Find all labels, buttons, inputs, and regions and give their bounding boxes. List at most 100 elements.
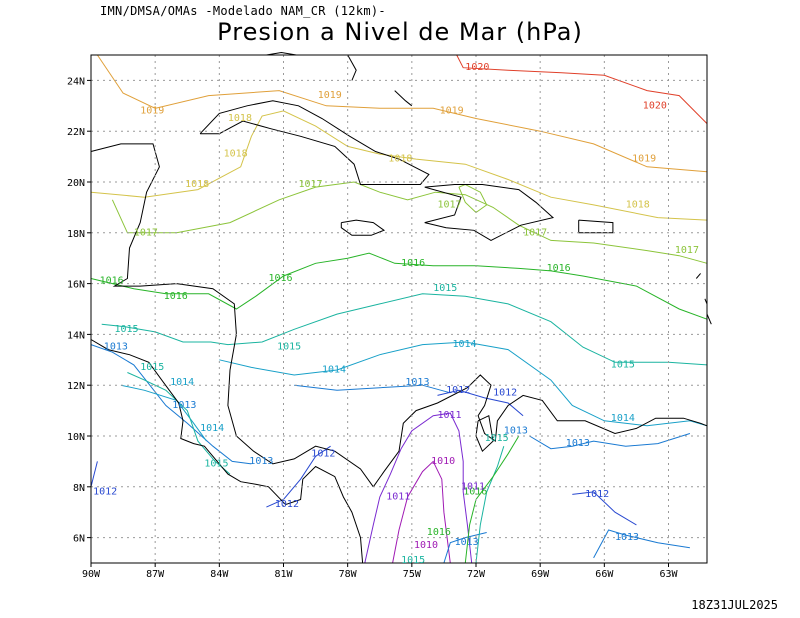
- lon-tick-label: 75W: [403, 569, 422, 580]
- isobar-1014: [120, 384, 207, 442]
- lat-tick-label: 18N: [67, 229, 85, 240]
- isobar-1014: [219, 341, 708, 427]
- contour-label: 1013: [172, 400, 196, 411]
- contour-label: 1019: [632, 154, 656, 165]
- isobar-1020: [456, 54, 708, 124]
- contour-label: 1020: [465, 62, 489, 73]
- contour-label: 1017: [134, 227, 158, 238]
- contour-label: 1013: [405, 377, 429, 388]
- coastline-segment: [394, 90, 413, 107]
- contour-label: 1013: [504, 426, 528, 437]
- coastline-segment: [90, 339, 364, 564]
- contour-label: 1013: [566, 438, 590, 449]
- contour-label: 1018: [185, 179, 209, 190]
- isobar-1012: [572, 491, 637, 526]
- contour-label: 1016: [269, 273, 293, 284]
- isobar-1013: [529, 433, 691, 450]
- contour-label: 1019: [140, 105, 164, 116]
- isobar-1015: [475, 446, 505, 564]
- contour-label: 1016: [463, 486, 487, 497]
- isobar-1013: [593, 529, 690, 559]
- isobar-1010: [392, 460, 451, 564]
- contour-label: 1012: [311, 448, 335, 459]
- lat-tick-label: 10N: [67, 432, 85, 443]
- coastline-segment: [347, 54, 357, 81]
- contour-label: 1017: [675, 245, 699, 256]
- lon-tick-label: 66W: [595, 569, 614, 580]
- isobar-1012: [437, 389, 524, 417]
- lon-tick-label: 69W: [531, 569, 550, 580]
- lon-tick-label: 87W: [146, 569, 165, 580]
- contour-label: 1015: [204, 459, 228, 470]
- contour-label: 1015: [115, 324, 139, 335]
- contour-label: 1012: [275, 499, 299, 510]
- contour-label: 1019: [318, 90, 342, 101]
- isobar-lines: [90, 54, 708, 564]
- lon-tick-label: 84W: [210, 569, 229, 580]
- lat-tick-label: 22N: [67, 127, 85, 138]
- axis-ticks: 90W 87W 84W 81W 78W 75W 72W 69W 66W 63W 24N 22N 20N 1…: [67, 76, 679, 580]
- isobar-1015: [127, 372, 231, 475]
- coastline-segment: [706, 313, 712, 325]
- lat-tick-label: 16N: [67, 280, 85, 291]
- contour-label: 1015: [277, 342, 301, 353]
- contour-label: 1015: [140, 362, 164, 373]
- lon-tick-label: 72W: [467, 569, 486, 580]
- contour-label: 1015: [433, 283, 457, 294]
- contour-label: 1010: [414, 540, 438, 551]
- isobar-1013: [294, 384, 451, 394]
- lon-tick-label: 81W: [274, 569, 293, 580]
- contour-label: 1010: [431, 456, 455, 467]
- coastline-segment: [340, 219, 386, 236]
- contour-label: 1013: [615, 532, 639, 543]
- contour-label: 1012: [585, 489, 609, 500]
- isobar-1011: [364, 412, 473, 564]
- isobar-1016: [464, 435, 520, 564]
- isobar-1012: [90, 461, 98, 487]
- isobar-1013: [90, 344, 252, 465]
- lon-tick-label: 63W: [659, 569, 678, 580]
- contour-label: 1011: [438, 410, 462, 421]
- contour-label: 1015: [611, 359, 635, 370]
- contour-label: 1014: [611, 413, 635, 424]
- coastline-segment: [266, 51, 297, 56]
- isobar-1015: [101, 293, 708, 366]
- contour-label: 1014: [170, 377, 194, 388]
- coastline-segment: [90, 143, 374, 488]
- isobar-1019: [96, 54, 708, 173]
- coastline-segment: [695, 273, 701, 279]
- model-source-line: IMN/DMSA/OMAs -Modelado NAM_CR (12km)-: [100, 4, 386, 18]
- lat-tick-label: 14N: [67, 330, 85, 341]
- coastline-segment: [199, 100, 430, 185]
- contour-label: 1017: [438, 199, 462, 210]
- contour-label: 1016: [164, 291, 188, 302]
- contour-label: 1018: [228, 113, 252, 124]
- lat-tick-label: 12N: [67, 381, 85, 392]
- contour-label: 1013: [455, 537, 479, 548]
- lon-tick-label: 90W: [82, 569, 101, 580]
- isobar-1017: [111, 181, 708, 264]
- contour-label: 1020: [643, 100, 667, 111]
- contour-label: 1016: [401, 258, 425, 269]
- isobar-1012: [266, 445, 331, 508]
- contour-label: 1015: [401, 555, 425, 566]
- contour-label: 1019: [440, 105, 464, 116]
- contour-label: 1013: [104, 342, 128, 353]
- contour-label: 1013: [249, 456, 273, 467]
- contour-label: 1012: [93, 486, 117, 497]
- lat-tick-label: 6N: [73, 534, 85, 545]
- contour-label: 1011: [386, 492, 410, 503]
- coastline-segment: [372, 374, 708, 488]
- coastline-segment: [578, 219, 614, 234]
- contour-label: 1016: [100, 276, 124, 287]
- coastlines: [90, 51, 712, 564]
- contour-label: 1017: [523, 227, 547, 238]
- contour-label: 1016: [427, 527, 451, 538]
- contour-label: 1014: [322, 365, 346, 376]
- contour-label: 1018: [224, 149, 248, 160]
- contour-label: 1016: [547, 263, 571, 274]
- lat-tick-label: 24N: [67, 76, 85, 87]
- valid-time-stamp: 18Z31JUL2025: [691, 598, 778, 612]
- contour-label: 1011: [461, 481, 485, 492]
